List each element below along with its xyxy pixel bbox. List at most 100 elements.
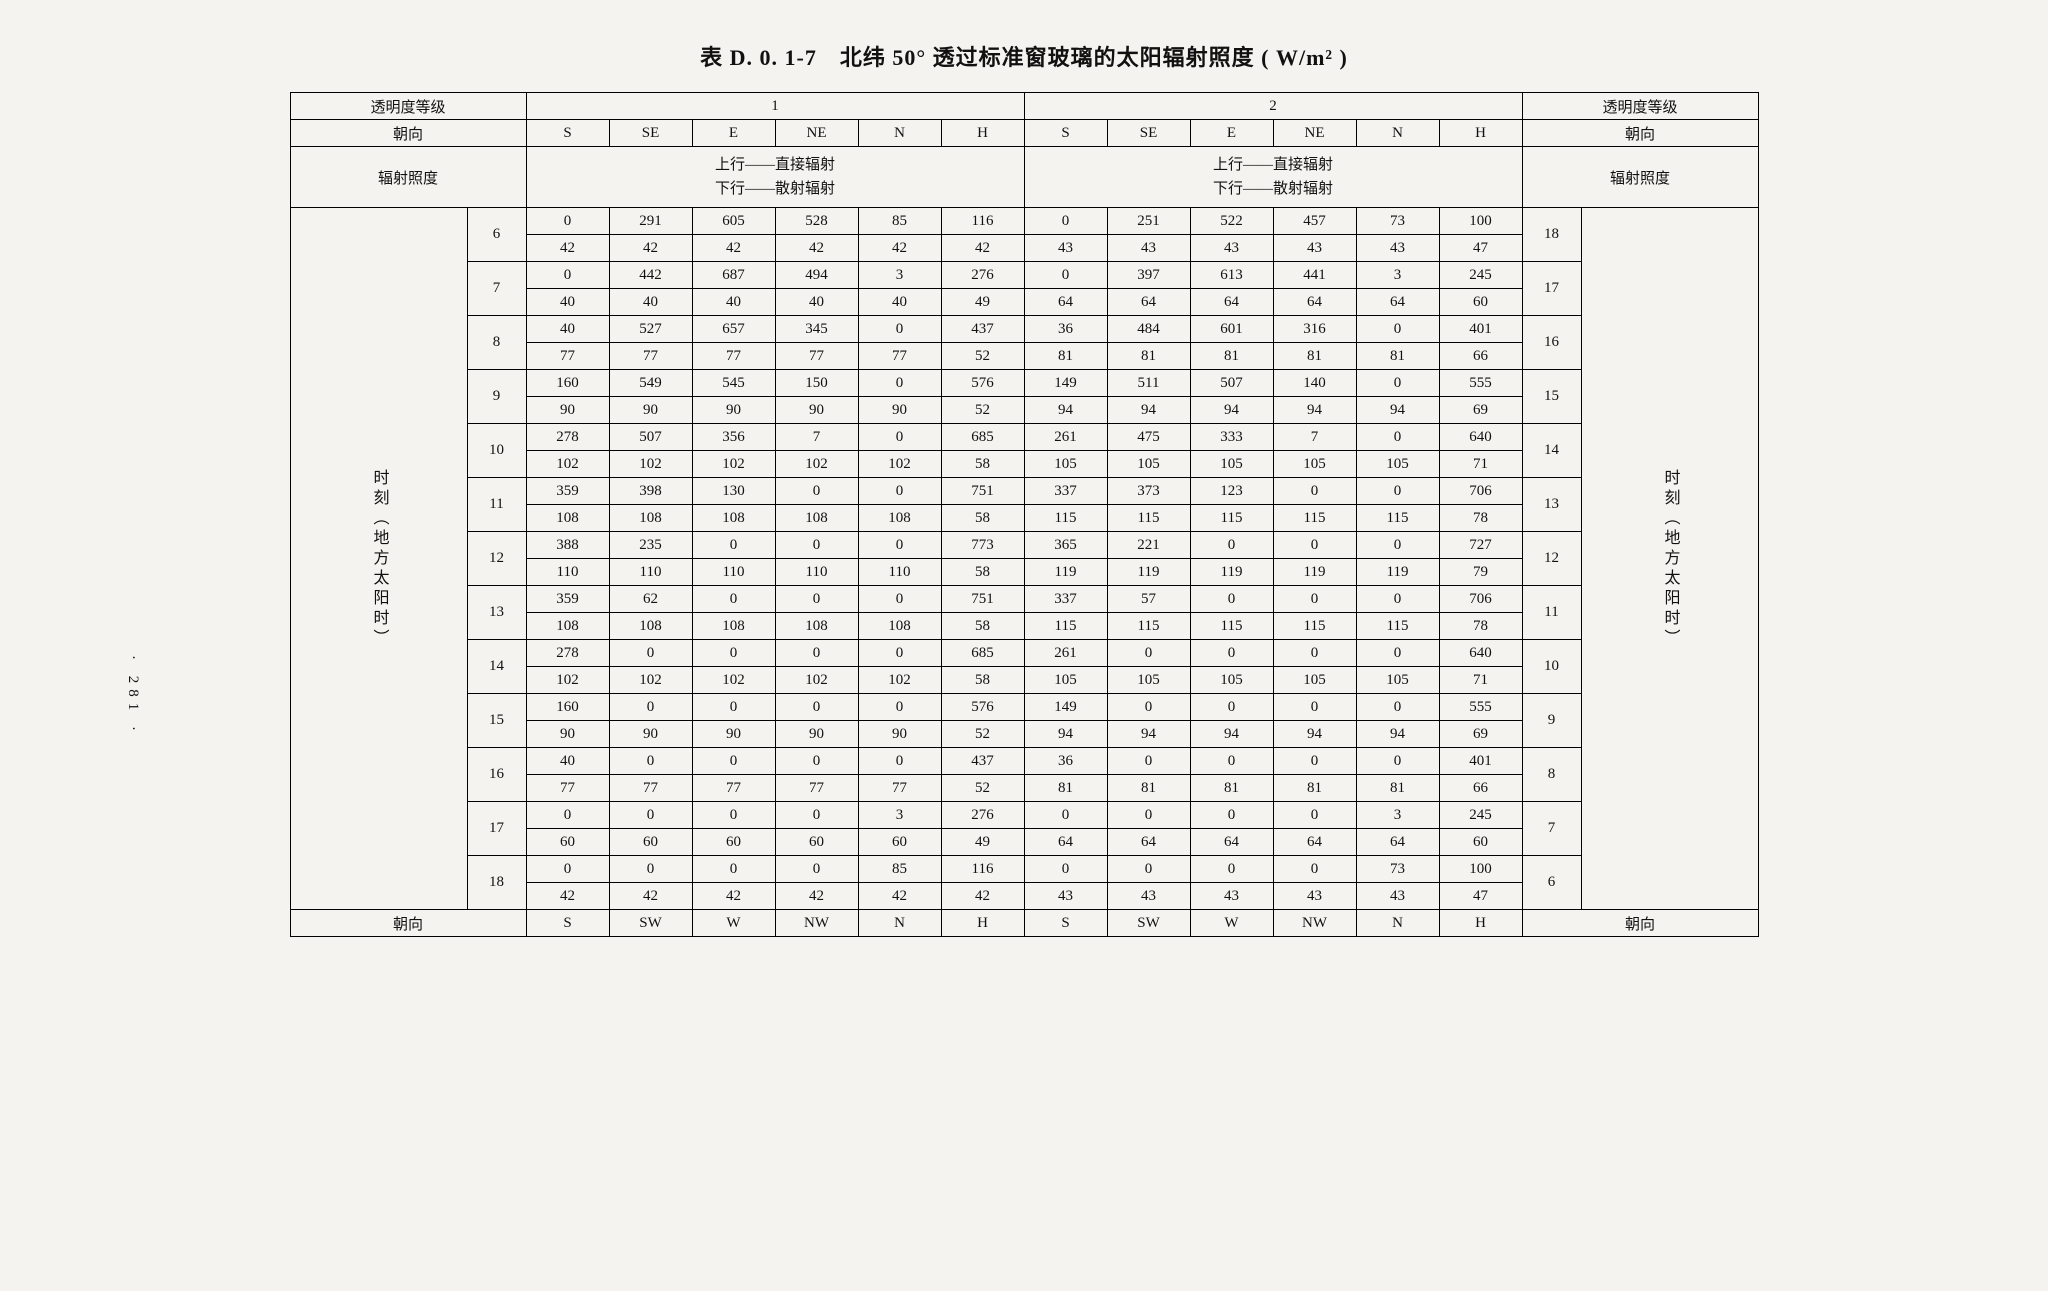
cell: 42 <box>526 883 609 910</box>
cell: 94 <box>1190 721 1273 748</box>
subhead-g2: 上行——直接辐射 下行——散射辐射 <box>1024 147 1522 208</box>
cell: 276 <box>941 262 1024 289</box>
dir-g2-0: S <box>1024 120 1107 147</box>
cell: 47 <box>1439 235 1522 262</box>
cell: 0 <box>1356 532 1439 559</box>
cell: 640 <box>1439 424 1522 451</box>
cell: 43 <box>1024 235 1107 262</box>
cell: 69 <box>1439 397 1522 424</box>
cell: 0 <box>1273 640 1356 667</box>
hour-right: 13 <box>1522 478 1581 532</box>
cell: 685 <box>941 424 1024 451</box>
cell: 0 <box>692 748 775 775</box>
cell: 0 <box>1273 748 1356 775</box>
cell: 42 <box>526 235 609 262</box>
hour-right: 14 <box>1522 424 1581 478</box>
hour-left: 10 <box>467 424 526 478</box>
cell: 149 <box>1024 370 1107 397</box>
cell: 576 <box>941 370 1024 397</box>
cell: 102 <box>526 667 609 694</box>
cell: 42 <box>941 235 1024 262</box>
cell: 60 <box>858 829 941 856</box>
cell: 773 <box>941 532 1024 559</box>
cell: 0 <box>1356 478 1439 505</box>
cell: 0 <box>1190 856 1273 883</box>
cell: 0 <box>609 748 692 775</box>
cell: 81 <box>1190 775 1273 802</box>
hour-right: 9 <box>1522 694 1581 748</box>
data-row-direct: 15160000057614900005559 <box>290 694 1758 721</box>
cell: 119 <box>1107 559 1190 586</box>
cell: 43 <box>1273 883 1356 910</box>
cell: 751 <box>941 478 1024 505</box>
cell: 373 <box>1107 478 1190 505</box>
cell: 0 <box>1107 694 1190 721</box>
cell: 77 <box>609 343 692 370</box>
cell: 613 <box>1190 262 1273 289</box>
cell: 105 <box>1356 667 1439 694</box>
cell: 555 <box>1439 694 1522 721</box>
cell: 110 <box>526 559 609 586</box>
cell: 108 <box>526 505 609 532</box>
dir-g1-0: S <box>526 120 609 147</box>
cell: 115 <box>1356 613 1439 640</box>
cell: 94 <box>1273 721 1356 748</box>
cell: 110 <box>858 559 941 586</box>
cell: 94 <box>1356 721 1439 748</box>
dirb-g2-2: W <box>1190 910 1273 937</box>
cell: 77 <box>775 343 858 370</box>
cell: 105 <box>1107 667 1190 694</box>
cell: 90 <box>858 397 941 424</box>
cell: 115 <box>1024 613 1107 640</box>
dirb-g1-5: H <box>941 910 1024 937</box>
cell: 77 <box>692 343 775 370</box>
cell: 0 <box>1024 262 1107 289</box>
cell: 77 <box>526 343 609 370</box>
cell: 685 <box>941 640 1024 667</box>
cell: 105 <box>1356 451 1439 478</box>
cell: 105 <box>1273 451 1356 478</box>
cell: 437 <box>941 316 1024 343</box>
cell: 81 <box>1024 343 1107 370</box>
cell: 102 <box>609 451 692 478</box>
cell: 115 <box>1024 505 1107 532</box>
cell: 40 <box>858 289 941 316</box>
cell: 221 <box>1107 532 1190 559</box>
cell: 398 <box>609 478 692 505</box>
cell: 7 <box>1273 424 1356 451</box>
cell: 105 <box>1190 451 1273 478</box>
cell: 140 <box>1273 370 1356 397</box>
data-row-direct: 1238823500077336522100072712 <box>290 532 1758 559</box>
irradiance-label-right: 辐射照度 <box>1522 147 1758 208</box>
cell: 356 <box>692 424 775 451</box>
cell: 150 <box>775 370 858 397</box>
cell: 7 <box>775 424 858 451</box>
cell: 94 <box>1107 721 1190 748</box>
cell: 64 <box>1356 829 1439 856</box>
orientation-label-right: 朝向 <box>1522 120 1758 147</box>
cell: 119 <box>1356 559 1439 586</box>
cell: 116 <box>941 208 1024 235</box>
dirb-g1-0: S <box>526 910 609 937</box>
cell: 0 <box>775 586 858 613</box>
cell: 102 <box>692 667 775 694</box>
transparency-label-right: 透明度等级 <box>1522 93 1758 120</box>
cell: 64 <box>1107 829 1190 856</box>
dir-g2-3: NE <box>1273 120 1356 147</box>
cell: 0 <box>526 856 609 883</box>
cell: 706 <box>1439 586 1522 613</box>
cell: 457 <box>1273 208 1356 235</box>
cell: 90 <box>692 397 775 424</box>
cell: 235 <box>609 532 692 559</box>
cell: 43 <box>1273 235 1356 262</box>
cell: 160 <box>526 370 609 397</box>
cell: 751 <box>941 586 1024 613</box>
cell: 77 <box>692 775 775 802</box>
hour-right: 16 <box>1522 316 1581 370</box>
cell: 94 <box>1024 397 1107 424</box>
cell: 0 <box>1356 316 1439 343</box>
hour-right: 17 <box>1522 262 1581 316</box>
cell: 42 <box>692 883 775 910</box>
cell: 475 <box>1107 424 1190 451</box>
hour-right: 11 <box>1522 586 1581 640</box>
